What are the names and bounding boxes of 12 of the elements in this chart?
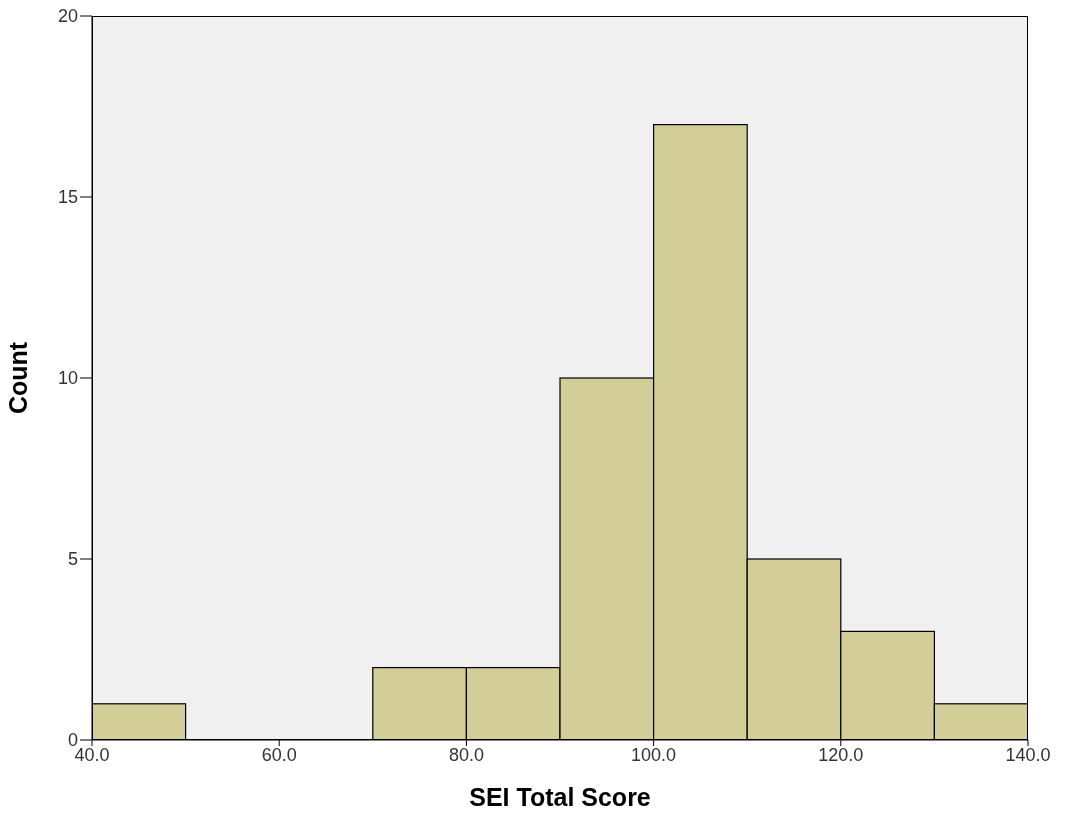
x-tick-label: 100.0 — [631, 744, 677, 765]
x-tick-label: 60.0 — [261, 744, 297, 765]
y-tick-label: 15 — [57, 187, 78, 208]
y-axis-title: Count — [3, 341, 32, 415]
x-tick-label: 120.0 — [818, 744, 864, 765]
y-tick-label: 0 — [67, 730, 78, 751]
x-tick-label: 80.0 — [448, 744, 484, 765]
y-tick-label: 10 — [57, 368, 78, 389]
x-tick-label: 140.0 — [1005, 744, 1051, 765]
y-tick-label: 20 — [57, 6, 78, 27]
x-axis-title: SEI Total Score — [469, 783, 651, 811]
y-tick-label: 5 — [67, 549, 78, 570]
